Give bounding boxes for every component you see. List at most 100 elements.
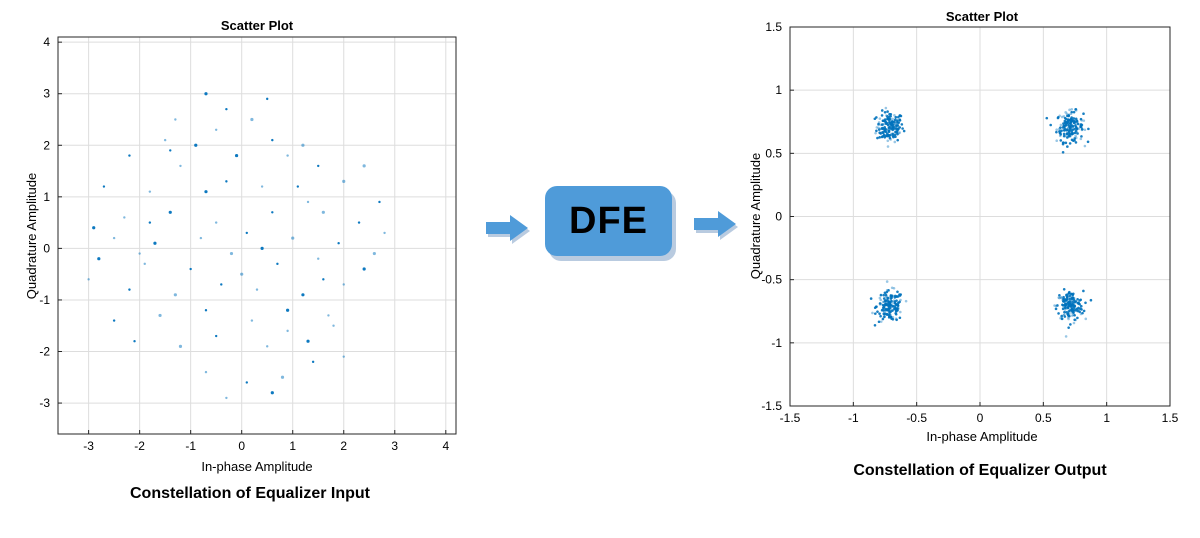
data-point: [296, 185, 300, 188]
data-point: [1062, 126, 1066, 129]
data-point: [214, 128, 218, 132]
data-point: [1073, 318, 1076, 322]
data-point: [1057, 127, 1061, 131]
data-point: [878, 312, 881, 315]
y-tick-label: 1.5: [765, 20, 782, 34]
data-point: [1045, 116, 1049, 120]
data-point: [1060, 115, 1064, 119]
data-point: [1063, 128, 1066, 132]
data-point: [876, 136, 879, 140]
x-tick-label: -0.5: [906, 411, 927, 425]
data-point: [306, 339, 310, 343]
x-tick-label: 4: [442, 439, 449, 453]
data-point: [869, 297, 873, 300]
data-point: [888, 112, 891, 116]
data-point: [878, 117, 882, 120]
data-point: [883, 312, 887, 316]
data-point: [1060, 317, 1064, 321]
data-point: [178, 344, 183, 348]
data-point: [1065, 310, 1068, 314]
data-point: [1061, 303, 1064, 307]
data-point: [1075, 119, 1079, 122]
data-point: [1080, 123, 1084, 127]
data-point: [1070, 296, 1074, 299]
data-point: [1068, 142, 1072, 145]
data-point: [896, 124, 900, 127]
data-point: [884, 106, 888, 110]
data-point: [112, 236, 116, 240]
data-point: [882, 313, 886, 317]
data-point: [1076, 316, 1079, 320]
data-point: [266, 345, 269, 348]
data-point: [891, 132, 895, 136]
data-point: [884, 295, 888, 299]
data-point: [1068, 290, 1071, 294]
x-tick-label: -2: [134, 439, 145, 453]
data-point: [1070, 298, 1074, 302]
data-point: [879, 298, 883, 302]
data-point: [1061, 150, 1065, 154]
data-point: [266, 97, 269, 101]
data-point: [893, 305, 897, 308]
data-point: [1072, 139, 1075, 142]
data-point: [332, 324, 335, 327]
data-point: [883, 291, 887, 295]
data-point: [1089, 298, 1093, 302]
data-point: [1070, 120, 1073, 123]
data-point: [889, 297, 893, 300]
data-point: [893, 113, 896, 117]
data-point: [882, 293, 886, 297]
data-point: [1060, 314, 1063, 318]
data-point: [878, 296, 882, 300]
data-point: [886, 299, 890, 302]
data-point: [148, 221, 152, 224]
data-point: [886, 139, 890, 143]
data-point: [1049, 123, 1052, 127]
data-point: [173, 293, 177, 297]
data-point: [1060, 317, 1064, 320]
y-tick-label: -1: [39, 293, 50, 307]
data-point: [1064, 306, 1068, 309]
data-point: [873, 306, 877, 310]
data-point: [883, 117, 887, 121]
data-point: [1059, 139, 1063, 142]
data-point: [1070, 314, 1074, 317]
data-point: [1072, 313, 1075, 317]
scatter-points: [869, 106, 1093, 338]
data-point: [357, 221, 361, 224]
y-tick-label: 0.5: [765, 146, 782, 160]
data-point: [891, 309, 894, 312]
data-point: [1065, 128, 1069, 131]
y-tick-label: 1: [775, 83, 782, 97]
x-tick-label: -3: [83, 439, 94, 453]
data-point: [1082, 289, 1085, 293]
y-tick-label: -3: [39, 396, 50, 410]
data-point: [1072, 110, 1076, 114]
y-tick-label: 4: [43, 35, 50, 49]
data-point: [902, 129, 906, 133]
data-point: [886, 110, 889, 113]
data-point: [1059, 123, 1063, 127]
data-point: [1066, 136, 1069, 139]
data-point: [887, 308, 890, 312]
data-point: [1058, 134, 1062, 138]
data-point: [342, 179, 346, 183]
data-point: [1070, 307, 1074, 310]
data-point: [306, 200, 310, 204]
y-tick-label: 3: [43, 87, 50, 101]
data-point: [112, 319, 116, 322]
data-point: [214, 221, 218, 224]
data-point: [148, 190, 152, 193]
data-point: [1082, 309, 1086, 313]
data-point: [1074, 122, 1078, 125]
data-point: [1063, 306, 1067, 310]
x-tick-label: -1: [185, 439, 196, 453]
x-tick-label: 1: [1103, 411, 1110, 425]
data-point: [250, 319, 254, 322]
y-axis-label: Quadrature Amplitude: [24, 173, 39, 299]
data-point: [897, 131, 901, 135]
data-point: [327, 314, 330, 317]
data-point: [885, 280, 889, 283]
data-point: [877, 122, 880, 126]
data-point: [884, 118, 887, 122]
